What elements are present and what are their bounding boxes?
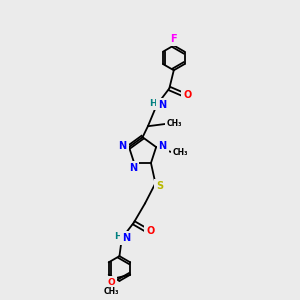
Text: N: N — [158, 100, 166, 110]
Text: O: O — [146, 226, 154, 236]
Text: F: F — [170, 34, 177, 44]
Text: N: N — [118, 141, 127, 151]
Text: O: O — [183, 90, 191, 100]
Text: CH₃: CH₃ — [103, 287, 119, 296]
Text: H: H — [149, 98, 157, 107]
Text: N: N — [129, 164, 137, 173]
Text: S: S — [156, 181, 164, 190]
Text: N: N — [159, 141, 167, 151]
Text: H: H — [114, 232, 122, 241]
Text: CH₃: CH₃ — [167, 119, 182, 128]
Text: CH₃: CH₃ — [173, 148, 189, 157]
Text: O: O — [107, 278, 115, 287]
Text: N: N — [122, 233, 130, 243]
